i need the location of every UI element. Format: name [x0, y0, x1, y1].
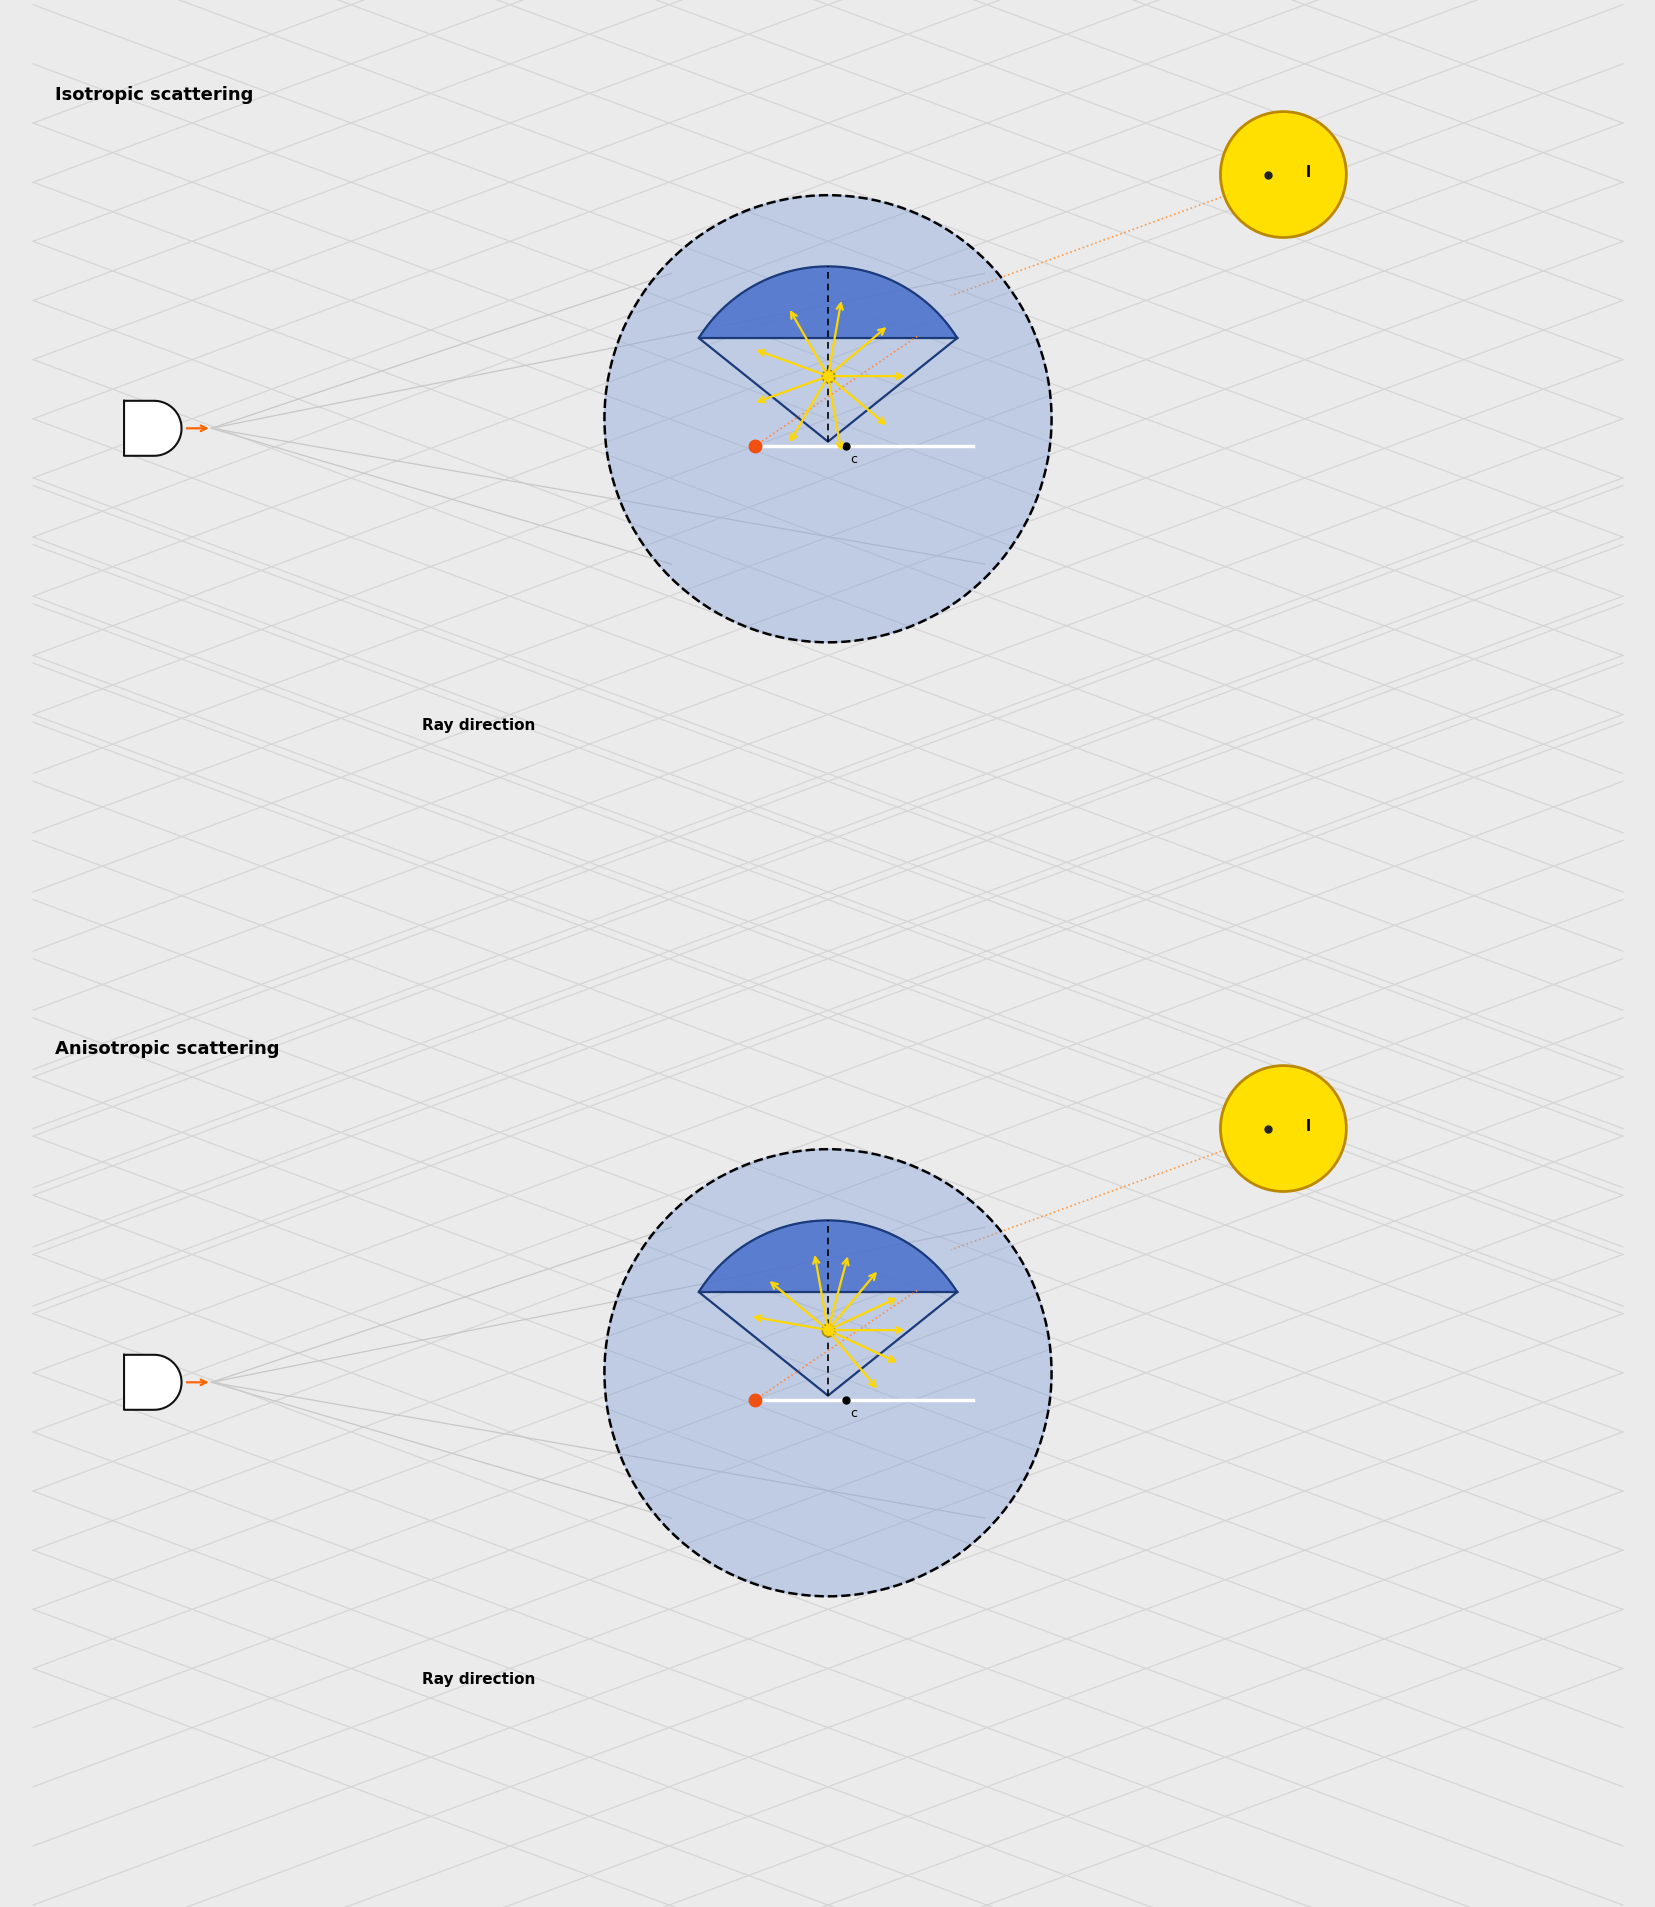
- Circle shape: [1220, 113, 1346, 238]
- Polygon shape: [698, 1220, 957, 1293]
- Text: l: l: [1304, 1118, 1309, 1133]
- Circle shape: [604, 1150, 1051, 1596]
- Circle shape: [604, 196, 1051, 643]
- Circle shape: [1220, 1066, 1346, 1192]
- Polygon shape: [124, 402, 182, 456]
- Polygon shape: [124, 1356, 182, 1409]
- Text: l: l: [1304, 164, 1309, 179]
- Text: c: c: [849, 454, 857, 465]
- Text: Ray direction: Ray direction: [422, 717, 535, 732]
- Polygon shape: [698, 267, 957, 339]
- Text: c: c: [849, 1407, 857, 1419]
- Text: Ray direction: Ray direction: [422, 1671, 535, 1686]
- Text: Isotropic scattering: Isotropic scattering: [55, 86, 253, 103]
- Text: Anisotropic scattering: Anisotropic scattering: [55, 1039, 280, 1056]
